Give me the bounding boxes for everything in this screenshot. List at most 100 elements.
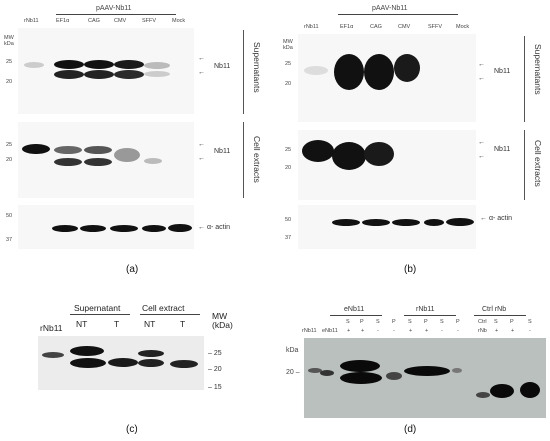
b-mw-mid-1: 20 xyxy=(285,165,292,171)
a-arrow-2: ← xyxy=(198,69,205,76)
a-side-mid: Cell extracts xyxy=(252,136,262,183)
c-sub-2: NT xyxy=(144,319,156,329)
d-col-0: S xyxy=(346,319,350,325)
a-lane-3: CMV xyxy=(114,18,127,24)
a-side-line-top xyxy=(243,30,244,114)
a-caption: (a) xyxy=(126,264,139,275)
b-mw-mid-0: 25 xyxy=(285,147,292,153)
b-side-line-mid xyxy=(524,130,525,200)
d-sign-5: + xyxy=(425,328,429,334)
d-blot xyxy=(304,338,546,418)
b-lane-2: CAG xyxy=(370,24,382,30)
b-side-top: Supernatants xyxy=(533,44,543,95)
a-mw-mid-0: 25 xyxy=(6,142,13,148)
d-sign-3: - xyxy=(393,328,395,334)
d-col-10: S xyxy=(528,319,532,325)
d-col-1: P xyxy=(360,319,364,325)
d-ctrl-0: Ctrl xyxy=(478,319,487,325)
d-row-lab-0: rNb11 xyxy=(302,328,317,334)
d-caption: (d) xyxy=(404,424,417,435)
a-blot-top xyxy=(18,28,194,114)
b-blot-top xyxy=(298,34,476,122)
a-side-top: Supernatants xyxy=(252,42,262,93)
b-lane-1: EF1α xyxy=(340,24,354,30)
a-arrow-1: ← xyxy=(198,55,205,62)
c-group-2: Cell extract xyxy=(142,303,185,313)
a-side-line-mid xyxy=(243,122,244,198)
d-col-4: S xyxy=(408,319,412,325)
a-lane-2: CAG xyxy=(88,18,100,24)
d-col-7: P xyxy=(456,319,460,325)
b-arrow-4: ← xyxy=(478,153,485,160)
c-group-1-line xyxy=(70,314,130,315)
b-header-line xyxy=(338,14,458,15)
b-lane-0: rNb11 xyxy=(304,24,319,30)
c-sub-3: T xyxy=(180,319,186,329)
c-group-1: Supernatant xyxy=(74,303,121,313)
d-row-lab-1: eNb11 xyxy=(322,328,338,334)
a-lane-4: SFFV xyxy=(142,18,157,24)
a-mw-bot-0: 50 xyxy=(6,213,13,219)
d-col-8: S xyxy=(494,319,498,325)
b-mw-label: MW kDa xyxy=(283,39,293,51)
b-lane-5: Mock xyxy=(456,24,470,30)
c-sub-0: NT xyxy=(76,319,88,329)
b-band-label-mid: Nb11 xyxy=(494,146,511,153)
c-mw-0: – 25 xyxy=(208,350,222,357)
b-band-label-top: Nb11 xyxy=(494,68,511,75)
d-sign-1: + xyxy=(361,328,365,334)
d-sign-4: + xyxy=(409,328,413,334)
d-ctrl-sign-2: - xyxy=(529,328,531,334)
d-ctrl-sign-0: + xyxy=(495,328,499,334)
b-band-label-bot: ← α- actin xyxy=(480,215,513,222)
a-lane-5: Mock xyxy=(172,18,186,24)
a-arrow-4: ← xyxy=(198,155,205,162)
c-mw-title: MW (kDa) xyxy=(212,311,233,330)
d-group-1-line xyxy=(404,315,456,316)
b-side-line-top xyxy=(524,36,525,122)
d-sign-0: + xyxy=(347,328,351,334)
a-band-label-top: Nb11 xyxy=(214,63,231,70)
d-ctrl-sign-1: + xyxy=(511,328,515,334)
a-band-label-mid: Nb11 xyxy=(214,148,231,155)
a-lane-0: rNb11 xyxy=(24,18,39,24)
d-sign-2: - xyxy=(377,328,379,334)
a-mw-label: MW kDa xyxy=(4,35,14,47)
d-group-2: Ctrl rNb xyxy=(482,306,507,313)
b-caption: (b) xyxy=(404,264,417,275)
c-group-2-line xyxy=(140,314,200,315)
b-lane-4: SFFV xyxy=(428,24,443,30)
b-header: pAAV-Nb11 xyxy=(372,5,408,12)
d-sign-6: - xyxy=(441,328,443,334)
d-mw-0: 20 – xyxy=(286,369,300,376)
a-lane-1: EF1α xyxy=(56,18,70,24)
b-mw-top-1: 20 xyxy=(285,81,292,87)
d-kda: kDa xyxy=(286,347,299,354)
a-mw-top-0: 25 xyxy=(6,59,13,65)
c-mw-2: – 15 xyxy=(208,384,222,391)
b-arrow-2: ← xyxy=(478,75,485,82)
d-group-0: eNb11 xyxy=(344,306,365,313)
a-mw-top-1: 20 xyxy=(6,79,13,85)
b-arrow-3: ← xyxy=(478,139,485,146)
b-mw-bot-1: 37 xyxy=(285,235,292,241)
c-blot xyxy=(38,336,204,390)
a-blot-bot xyxy=(18,205,194,249)
d-col-9: P xyxy=(510,319,514,325)
d-ctrl-1: rNb xyxy=(478,328,487,334)
b-mw-top-0: 25 xyxy=(285,61,292,67)
b-mw-bot-0: 50 xyxy=(285,217,292,223)
a-mw-mid-1: 20 xyxy=(6,157,13,163)
c-mw-1: – 20 xyxy=(208,366,222,373)
c-lane-0: rNb11 xyxy=(40,323,63,333)
b-lane-3: CMV xyxy=(398,24,411,30)
c-sub-1: T xyxy=(114,319,120,329)
a-header-line xyxy=(56,14,176,15)
a-band-label-bot: ← α- actin xyxy=(198,224,231,231)
d-col-5: P xyxy=(424,319,428,325)
c-caption: (c) xyxy=(126,424,138,435)
b-arrow-1: ← xyxy=(478,61,485,68)
d-group-1: rNb11 xyxy=(416,306,435,313)
b-blot-mid xyxy=(298,130,476,200)
b-side-mid: Cell extracts xyxy=(533,140,543,187)
